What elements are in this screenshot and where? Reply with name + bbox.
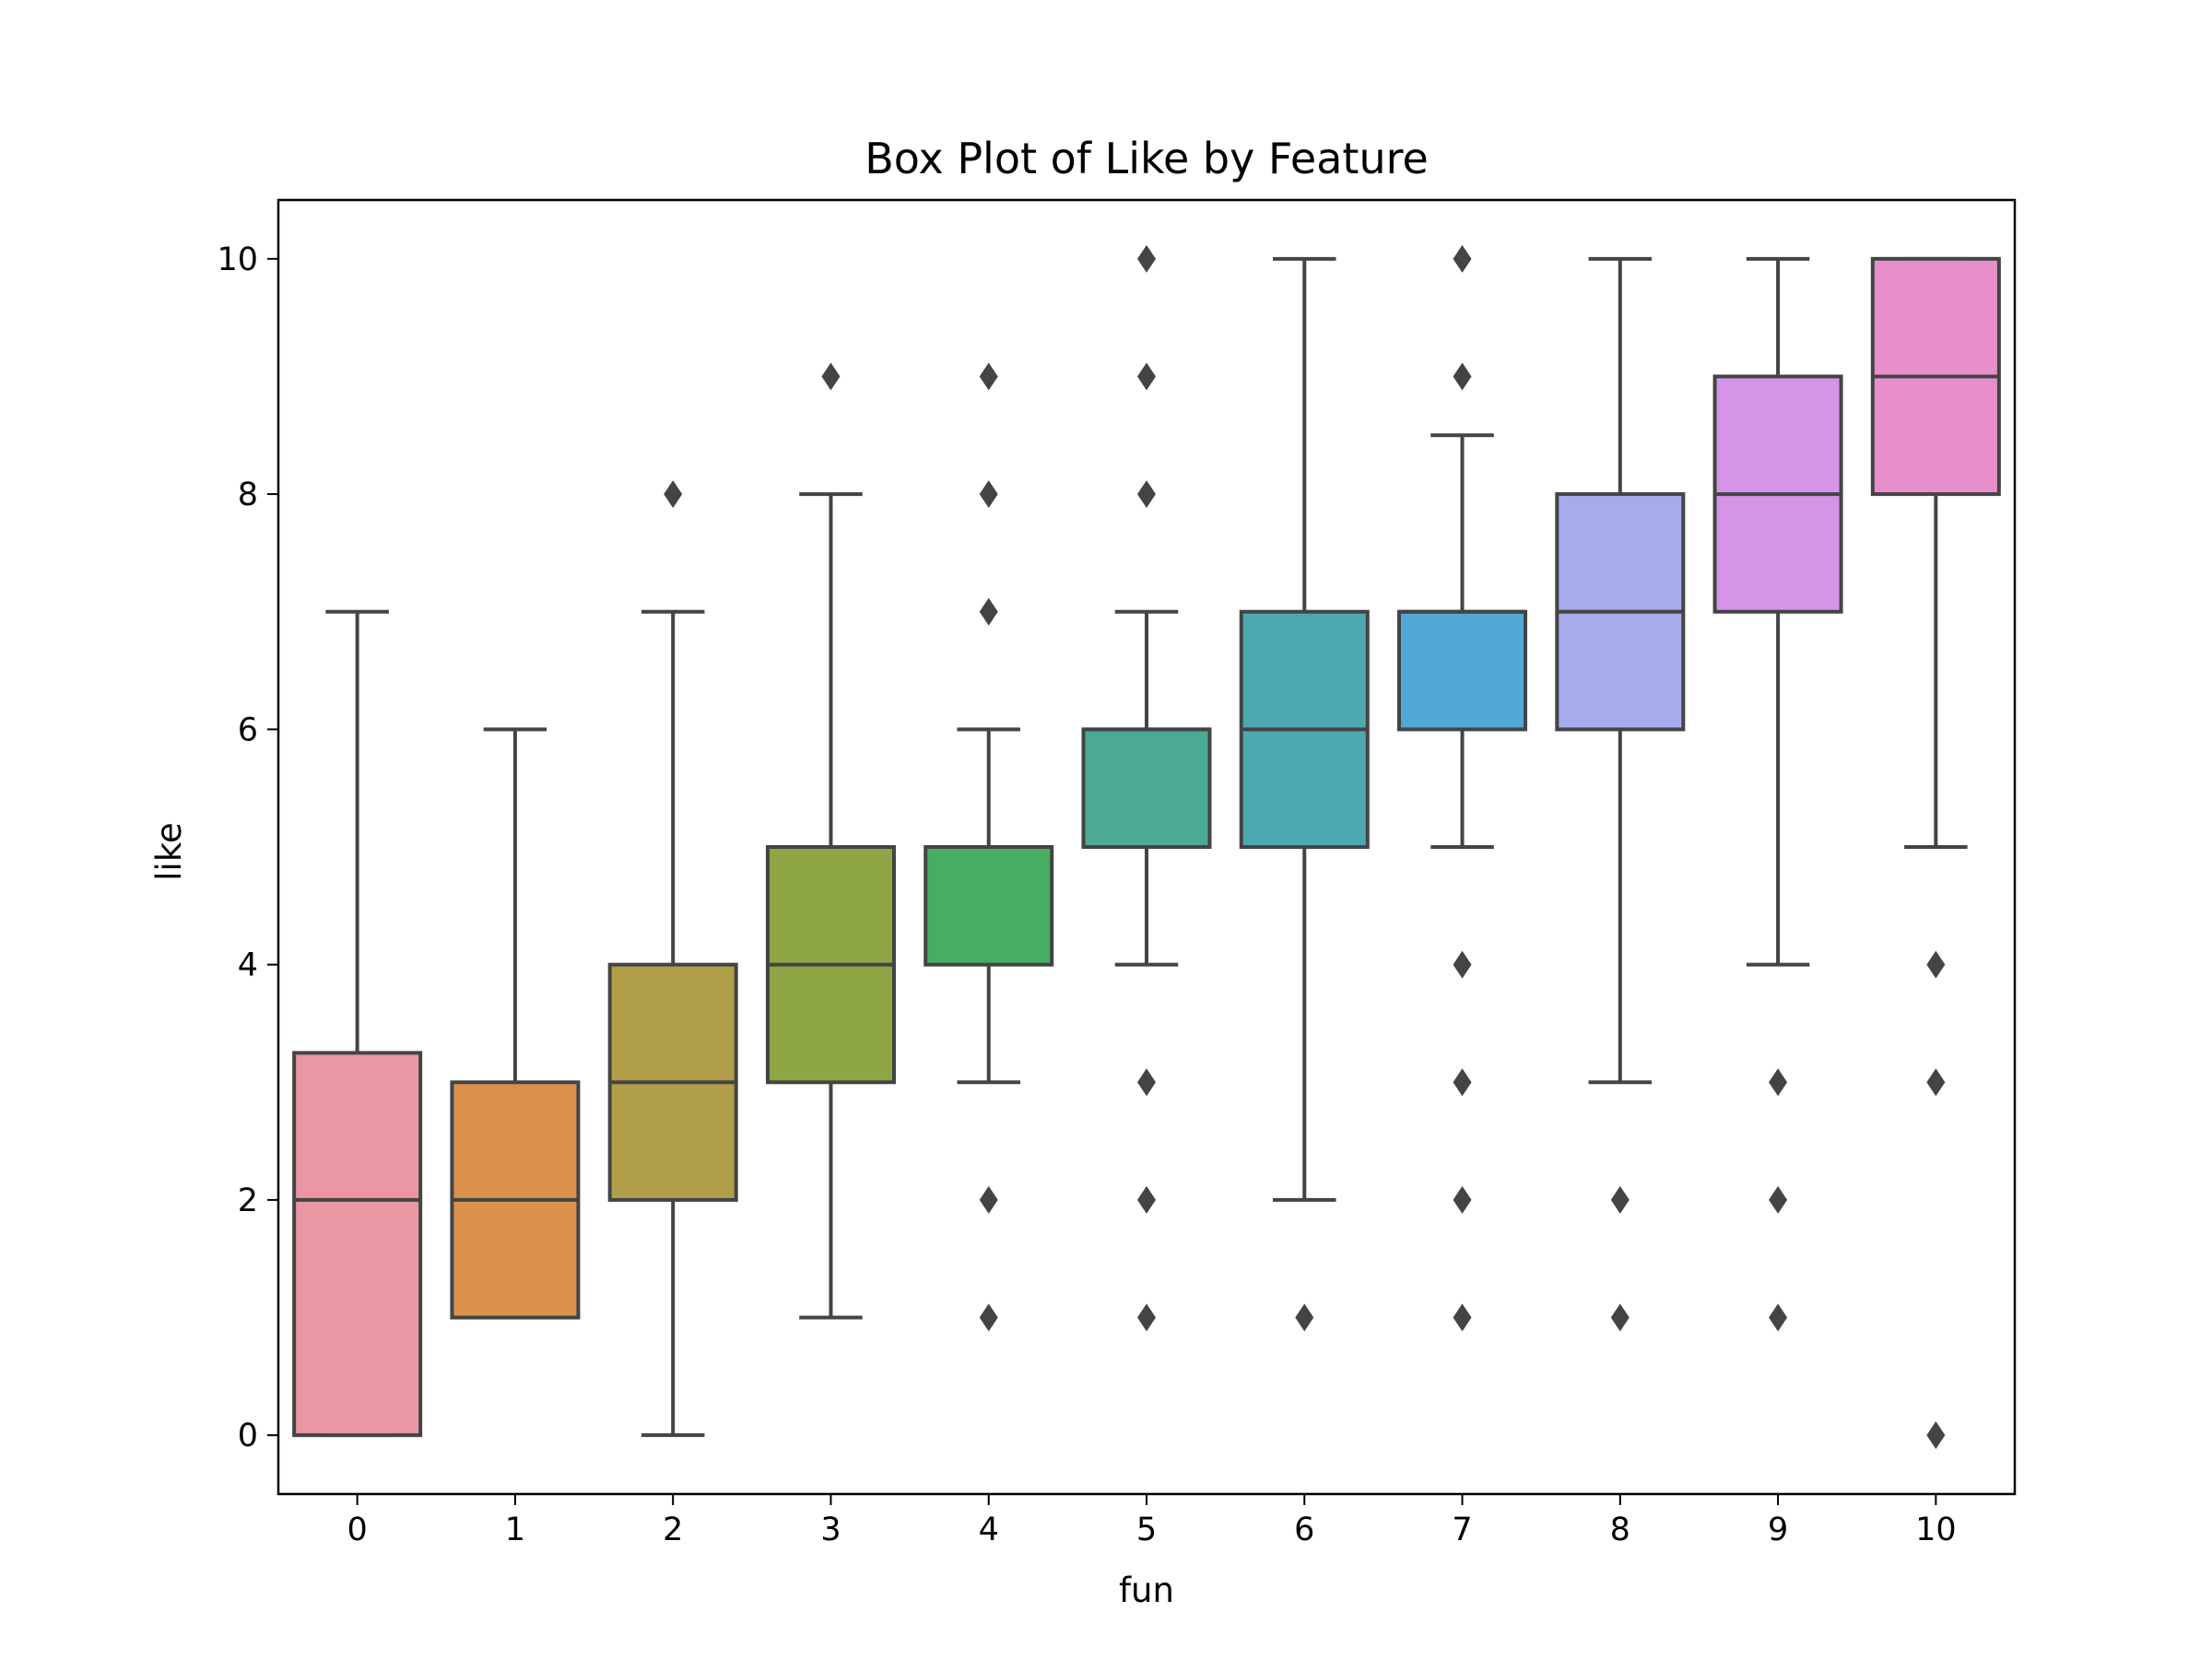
- x-tick-label: 0: [347, 1512, 367, 1548]
- outlier-point: [1769, 1068, 1788, 1097]
- box-group-0: [292, 609, 423, 1438]
- outlier-point: [979, 480, 998, 509]
- box-iqr: [1081, 727, 1212, 850]
- x-tick-label: 5: [1136, 1512, 1157, 1548]
- outlier-point: [1137, 244, 1156, 273]
- outlier-point: [1926, 1068, 1946, 1097]
- outlier-point: [1769, 1185, 1788, 1214]
- y-tick-label: 10: [217, 241, 258, 278]
- outlier-point: [1453, 1068, 1472, 1097]
- x-tick-label: 7: [1452, 1512, 1472, 1548]
- x-tick-label: 8: [1610, 1512, 1630, 1548]
- outlier-point: [1926, 950, 1946, 979]
- outlier-point: [1295, 1303, 1314, 1332]
- x-axis-label: fun: [1119, 1571, 1174, 1610]
- outlier-point: [979, 1303, 998, 1332]
- outlier-point: [1610, 1303, 1630, 1332]
- y-tick-label: 2: [238, 1182, 258, 1219]
- box-group-5: [1081, 244, 1212, 1332]
- outlier-point: [1453, 362, 1472, 391]
- x-tick-label: 9: [1768, 1512, 1788, 1548]
- box-group-2: [607, 480, 738, 1438]
- y-tick-label: 4: [238, 947, 258, 984]
- box-iqr: [1397, 609, 1528, 732]
- box-iqr: [292, 1051, 423, 1438]
- box-group-1: [450, 727, 581, 1320]
- x-tick-label: 2: [663, 1512, 683, 1548]
- y-axis-label: like: [149, 822, 189, 880]
- x-tick-label: 3: [820, 1512, 841, 1548]
- box-group-6: [1239, 256, 1370, 1332]
- outlier-point: [979, 1185, 998, 1214]
- outlier-point: [1926, 1421, 1946, 1450]
- outlier-point: [1137, 1068, 1156, 1097]
- x-tick-label: 4: [979, 1512, 999, 1548]
- chart-title: Box Plot of Like by Feature: [865, 134, 1429, 183]
- outlier-point: [1769, 1303, 1788, 1332]
- box-group-9: [1712, 256, 1843, 1332]
- outlier-point: [1610, 1185, 1630, 1214]
- outlier-point: [979, 362, 998, 391]
- outlier-point: [1453, 1185, 1472, 1214]
- plot-area: [292, 244, 2001, 1450]
- box-group-7: [1397, 244, 1528, 1332]
- outlier-point: [1453, 244, 1472, 273]
- y-tick-label: 8: [238, 477, 258, 513]
- outlier-point: [1453, 1303, 1472, 1332]
- y-tick-label: 0: [238, 1418, 258, 1454]
- y-axis: 0 2 4 6 8 10: [217, 241, 278, 1454]
- outlier-point: [1453, 950, 1472, 979]
- box-iqr: [924, 845, 1054, 967]
- outlier-point: [1137, 1185, 1156, 1214]
- x-tick-label: 1: [505, 1512, 525, 1548]
- outlier-point: [821, 362, 841, 391]
- outlier-point: [1137, 362, 1156, 391]
- x-axis: 0 1 2 3 4 5 6 7 8 9 10: [347, 1494, 1957, 1548]
- box-group-4: [924, 362, 1054, 1332]
- outlier-point: [1137, 480, 1156, 509]
- outlier-point: [979, 597, 998, 626]
- outlier-point: [1137, 1303, 1156, 1332]
- x-tick-label: 10: [1915, 1512, 1957, 1548]
- outlier-point: [664, 480, 683, 509]
- box-group-8: [1555, 256, 1686, 1332]
- x-tick-label: 6: [1294, 1512, 1314, 1548]
- box-group-10: [1870, 256, 2001, 1450]
- y-tick-label: 6: [238, 712, 258, 748]
- box-group-3: [765, 362, 896, 1320]
